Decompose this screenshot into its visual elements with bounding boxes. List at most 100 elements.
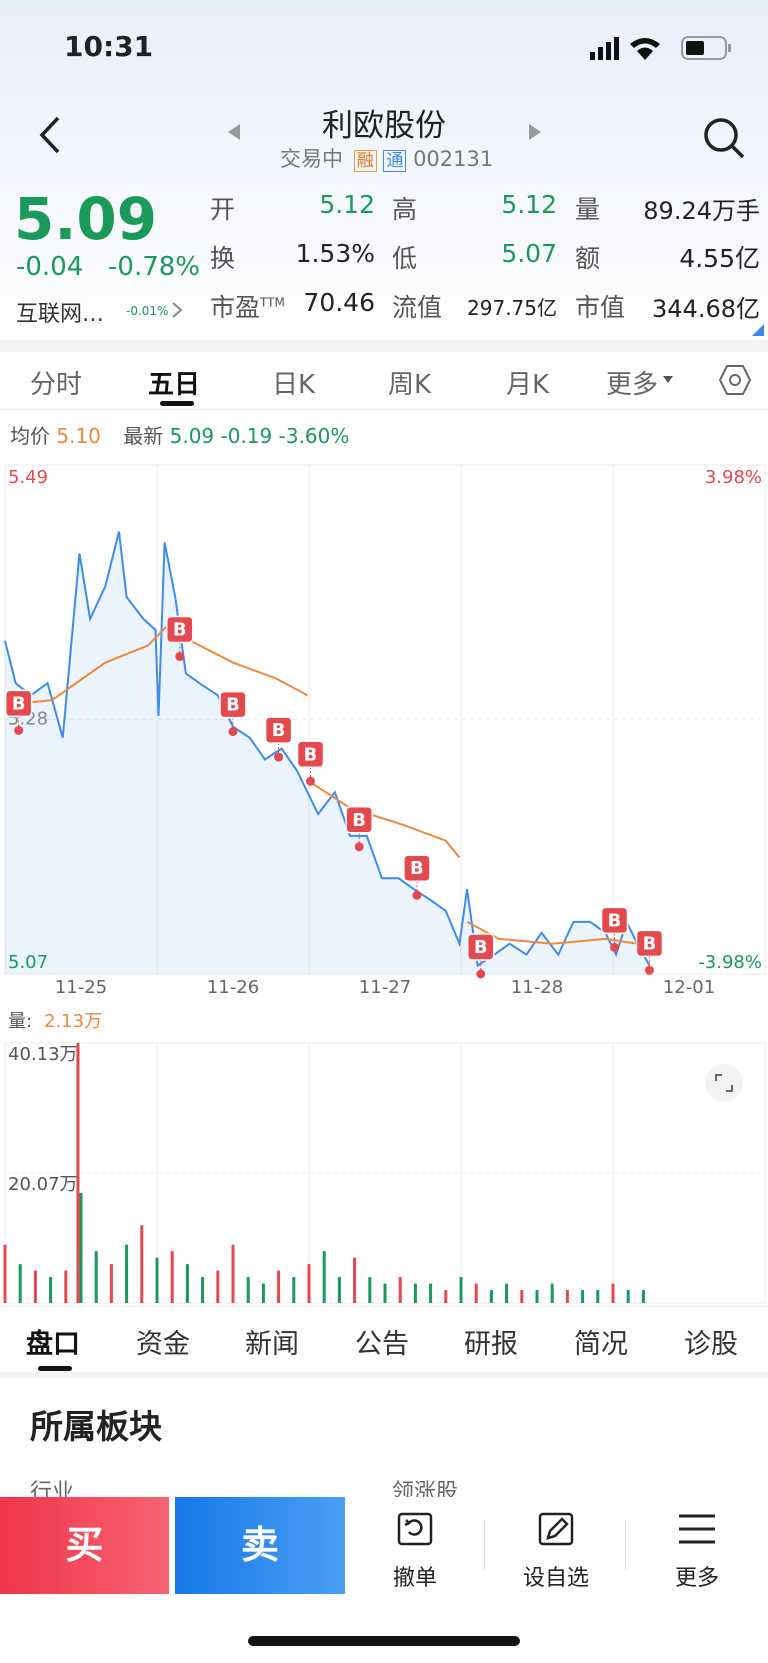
stat-label-text: 额 — [575, 244, 601, 273]
trade-dot — [228, 727, 238, 737]
stat-value: 1.53% — [295, 239, 375, 268]
stat-label-text: 开 — [210, 195, 236, 224]
chart-tab[interactable]: 分时 — [30, 370, 83, 400]
separator — [0, 1306, 768, 1307]
x-tick-label: 12-01 — [663, 977, 715, 998]
add-watchlist[interactable]: 设自选 — [522, 1566, 589, 1591]
sector-name[interactable]: 互联网… — [16, 302, 105, 327]
chart-tab[interactable]: 月K — [506, 370, 550, 400]
divider — [0, 340, 768, 352]
trade-badge-label: B — [304, 744, 318, 765]
volume-current: 2.13万 — [44, 1011, 102, 1032]
volume-bar — [94, 1251, 98, 1303]
x-tick-label: 11-27 — [359, 977, 411, 998]
detail-tab[interactable]: 资金 — [136, 1329, 190, 1360]
next-stock[interactable] — [527, 122, 543, 142]
volume-bar — [550, 1283, 554, 1303]
more-arrow[interactable] — [662, 373, 674, 385]
sell-button[interactable]: 卖 — [175, 1497, 345, 1594]
avg-value: 5.10 — [56, 424, 101, 448]
volume-bar — [322, 1251, 326, 1303]
expand-button — [705, 1064, 743, 1102]
sector-arrow[interactable] — [170, 300, 184, 320]
home-indicator — [248, 1636, 520, 1646]
volume-bar — [79, 1192, 83, 1303]
avg-label: 均价 — [10, 424, 50, 448]
stat-label-text: 换 — [210, 244, 236, 273]
trade-badge — [296, 740, 325, 769]
detail-tab[interactable]: 公告 — [355, 1329, 409, 1360]
trade-badge-label: B — [474, 937, 488, 958]
volume-bar — [520, 1290, 524, 1303]
detail-tab-active[interactable]: 盘口 — [26, 1329, 80, 1360]
volume-label: 量: — [8, 1011, 32, 1032]
stat-value: 297.75亿 — [467, 296, 557, 320]
volume-bar — [383, 1283, 387, 1303]
watchlist-icon — [538, 1512, 574, 1546]
stat-value: 89.24万手 — [643, 197, 760, 225]
trade-badge — [403, 854, 431, 882]
section-title: 所属板块 — [30, 1407, 162, 1446]
trade-badge — [219, 690, 247, 719]
chart-tab-active[interactable]: 五日 — [148, 370, 201, 400]
expand-icon[interactable] — [715, 1074, 733, 1092]
trade-badge — [345, 806, 373, 834]
volume-bar — [155, 1257, 159, 1303]
x-tick-label: 11-28 — [511, 977, 563, 998]
stat-value: 4.55亿 — [679, 244, 760, 273]
volume-bar — [444, 1290, 448, 1303]
more-actions[interactable]: 更多 — [674, 1566, 719, 1591]
y-tick-label: 20.07万 — [8, 1174, 78, 1195]
volume-bar — [292, 1277, 296, 1303]
chart-tab[interactable]: 日K — [272, 370, 316, 400]
volume-bar — [170, 1251, 174, 1303]
stat-label: 低 — [392, 239, 417, 275]
volume-bar — [307, 1264, 311, 1303]
stat-value: 5.12 — [501, 190, 557, 219]
volume-bar — [398, 1277, 402, 1303]
volume-bar — [76, 1043, 80, 1303]
price-change: -0.04 — [16, 252, 84, 282]
trade-dot — [354, 842, 364, 852]
volume-bar — [353, 1257, 357, 1303]
x-tick-label: 11-26 — [207, 977, 259, 998]
volume-bar — [231, 1244, 235, 1303]
chart-settings[interactable] — [718, 363, 752, 397]
back-button[interactable] — [36, 115, 66, 155]
search-button[interactable] — [702, 116, 746, 160]
stat-value: 344.68亿 — [652, 295, 760, 323]
volume-bar — [185, 1264, 189, 1303]
trade-badge — [166, 615, 194, 644]
chart-summary: 均价 5.10 最新 5.09 -0.19 -3.60% — [10, 420, 349, 449]
volume-bar — [125, 1244, 129, 1303]
sector-change: -0.01% — [126, 304, 169, 318]
volume-bar — [474, 1283, 478, 1303]
y-tick-label: 40.13万 — [8, 1044, 78, 1065]
volume-bar — [277, 1270, 281, 1303]
chart-tab[interactable]: 更多 — [606, 370, 659, 400]
trade-dot — [644, 965, 654, 975]
detail-tab[interactable]: 简况 — [574, 1329, 628, 1360]
prev-stock[interactable] — [226, 122, 242, 142]
trade-badge-label: B — [173, 619, 187, 640]
detail-tab[interactable]: 新闻 — [245, 1329, 299, 1360]
volume-bar — [201, 1277, 205, 1303]
chart-tab[interactable]: 周K — [388, 370, 432, 400]
volume-bar — [413, 1283, 417, 1303]
stat-label-text: 低 — [392, 244, 418, 273]
trade-badge-label: B — [226, 695, 240, 716]
latest-value: 5.09 — [169, 424, 215, 448]
stat-value: 5.07 — [501, 239, 557, 268]
cancel-order[interactable]: 撤单 — [392, 1566, 437, 1591]
detail-tab[interactable]: 研报 — [464, 1329, 518, 1360]
volume-bar — [3, 1244, 7, 1303]
trade-badge — [635, 929, 664, 958]
detail-tab[interactable]: 诊股 — [684, 1329, 738, 1360]
buy-button[interactable]: 买 — [0, 1497, 169, 1594]
status-time: 10:31 — [64, 30, 154, 63]
volume-bar — [337, 1277, 341, 1303]
price-change-pct: -0.78% — [108, 252, 200, 282]
latest-change: -0.19 — [220, 424, 273, 448]
volume-bar — [535, 1290, 539, 1303]
volume-bar — [596, 1290, 600, 1303]
